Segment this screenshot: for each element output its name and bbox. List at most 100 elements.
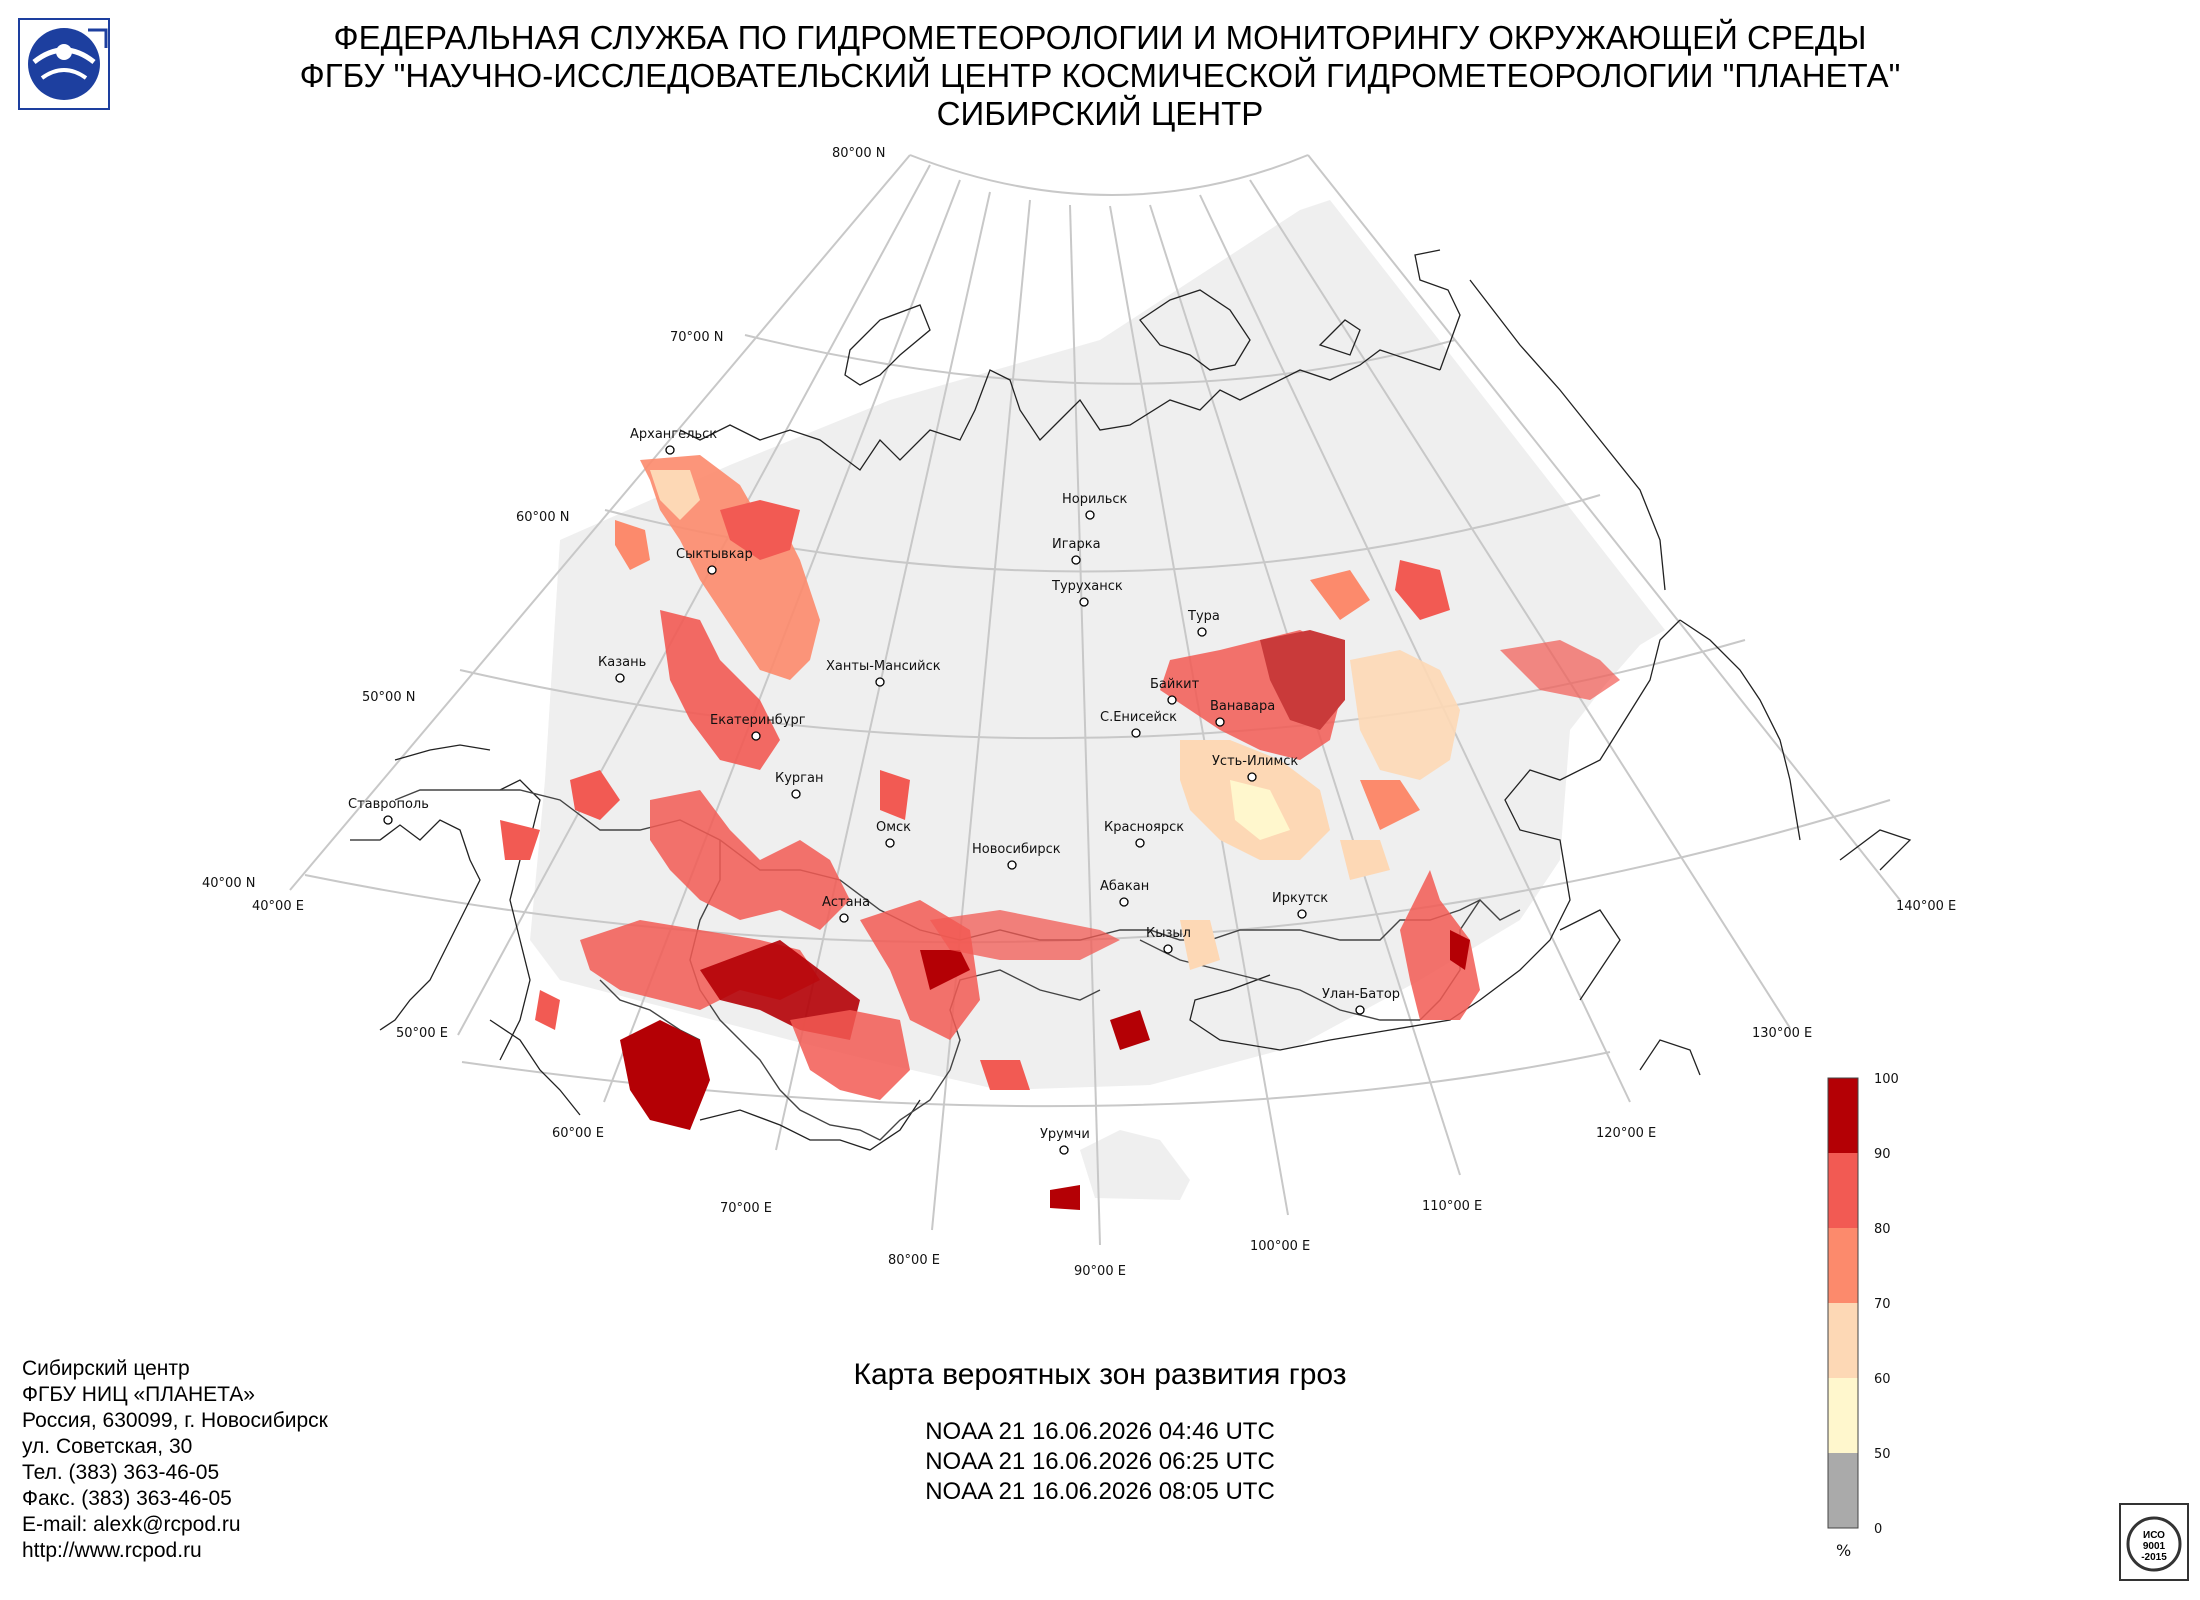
contact-line: Россия, 630099, г. Новосибирск [22, 1409, 328, 1432]
city-label: Красноярск [1104, 820, 1184, 835]
city-marker [1355, 1005, 1365, 1015]
lon-label: 140°00 E [1896, 899, 1956, 914]
city-label: Усть-Илимск [1212, 754, 1298, 769]
legend-tick: 60 [1874, 1372, 1891, 1387]
city-marker [1135, 838, 1145, 848]
city-marker [707, 565, 717, 575]
city-label: Тура [1187, 609, 1220, 624]
thunderstorm-map: Архангельск Сыктывкар Казань Ханты-Манси… [202, 146, 1956, 1279]
lat-label: 80°00 N [832, 146, 885, 161]
contact-email[interactable]: E-mail: alexk@rcpod.ru [22, 1513, 241, 1536]
city-marker [1215, 717, 1225, 727]
city-marker [1071, 555, 1081, 565]
city-label: Кызыл [1146, 926, 1191, 941]
lon-label: 60°00 E [552, 1126, 604, 1141]
legend-swatch [1828, 1378, 1858, 1453]
city-marker [383, 815, 393, 825]
lon-label: 110°00 E [1422, 1199, 1482, 1214]
city-marker [1007, 860, 1017, 870]
city-marker [1297, 909, 1307, 919]
lon-label: 50°00 E [396, 1026, 448, 1041]
planeta-logo [18, 18, 110, 110]
city-marker [1079, 597, 1089, 607]
legend-tick: 50 [1874, 1447, 1891, 1462]
city-marker [751, 731, 761, 741]
lon-label: 70°00 E [720, 1201, 772, 1216]
city-label: Байкит [1150, 677, 1200, 692]
city-marker [1197, 627, 1207, 637]
lon-label: 120°00 E [1596, 1126, 1656, 1141]
graticule-labels: 80°00 N 70°00 N 60°00 N 50°00 N 40°00 N … [202, 146, 1956, 1279]
legend-tick: 0 [1874, 1522, 1882, 1537]
contact-line: ул. Советская, 30 [22, 1435, 193, 1458]
pass-time: NOAA 21 16.06.2026 08:05 UTC [925, 1478, 1275, 1505]
lat-label: 60°00 N [516, 510, 569, 525]
city-label: Архангельск [630, 427, 717, 442]
city-marker [665, 445, 675, 455]
lat-label: 40°00 N [202, 876, 255, 891]
pass-time: NOAA 21 16.06.2026 04:46 UTC [925, 1418, 1275, 1445]
city-label: Новосибирск [972, 842, 1061, 857]
city-marker [1163, 944, 1173, 954]
header-line-1: ФЕДЕРАЛЬНАЯ СЛУЖБА ПО ГИДРОМЕТЕОРОЛОГИИ … [333, 19, 1867, 56]
map-title: Карта вероятных зон развития гроз [853, 1358, 1347, 1391]
legend-swatch [1828, 1153, 1858, 1228]
contact-website[interactable]: http://www.rcpod.ru [22, 1539, 202, 1562]
city-label: Ванавара [1210, 699, 1275, 714]
city-label: Игарка [1052, 537, 1101, 552]
contact-line: Тел. (383) 363-46-05 [22, 1461, 220, 1484]
city-marker [839, 913, 849, 923]
city-marker [1059, 1145, 1069, 1155]
lon-label: 80°00 E [888, 1253, 940, 1268]
legend-tick: 100 [1874, 1072, 1899, 1087]
lon-label: 90°00 E [1074, 1264, 1126, 1279]
iso-text: ИСО [2143, 1530, 2165, 1541]
city-marker [1131, 728, 1141, 738]
city-label: С.Енисейск [1100, 710, 1177, 725]
city-label: Норильск [1062, 492, 1128, 507]
city-marker [615, 673, 625, 683]
lat-label: 70°00 N [670, 330, 723, 345]
legend-tick: 70 [1874, 1297, 1891, 1312]
contact-line: Факс. (383) 363-46-05 [22, 1487, 232, 1510]
city-label: Ставрополь [348, 797, 429, 812]
lon-label: 130°00 E [1752, 1026, 1812, 1041]
lon-label: 40°00 E [252, 899, 304, 914]
city-label: Урумчи [1040, 1127, 1090, 1142]
header-line-3: СИБИРСКИЙ ЦЕНТР [936, 95, 1264, 132]
legend-swatch [1828, 1228, 1858, 1303]
city-label: Омск [876, 820, 911, 835]
city-marker [885, 838, 895, 848]
contact-line: Сибирский центр [22, 1357, 190, 1380]
iso-certification-mark: ИСО 9001 -2015 [2119, 1503, 2189, 1581]
city-label: Екатеринбург [710, 713, 806, 728]
legend-unit: % [1836, 1541, 1851, 1560]
city-label: Ханты-Мансийск [826, 659, 941, 674]
city-marker [1167, 695, 1177, 705]
city-label: Иркутск [1272, 891, 1328, 906]
pass-time: NOAA 21 16.06.2026 06:25 UTC [925, 1448, 1275, 1475]
city-marker [791, 789, 801, 799]
lon-label: 100°00 E [1250, 1239, 1310, 1254]
city-marker [1085, 510, 1095, 520]
legend-swatch [1828, 1078, 1858, 1153]
iso-text: 9001 [2143, 1541, 2166, 1552]
legend-tick: 90 [1874, 1147, 1891, 1162]
header-line-2: ФГБУ "НАУЧНО-ИССЛЕДОВАТЕЛЬСКИЙ ЦЕНТР КОС… [299, 57, 1901, 94]
city-marker [875, 677, 885, 687]
iso-text: -2015 [2141, 1552, 2167, 1563]
city-label: Курган [775, 771, 823, 786]
city-marker [1247, 772, 1257, 782]
legend-swatch [1828, 1453, 1858, 1528]
city-label: Улан-Батор [1322, 987, 1400, 1002]
legend-tick: 80 [1874, 1222, 1891, 1237]
lat-label: 50°00 N [362, 690, 415, 705]
city-label: Сыктывкар [676, 547, 753, 562]
contact-block: Сибирский центр ФГБУ НИЦ «ПЛАНЕТА» Росси… [22, 1356, 328, 1564]
city-label: Абакан [1100, 879, 1149, 894]
city-label: Астана [822, 895, 870, 910]
probability-legend: 100 90 80 70 60 50 0 % [1827, 1072, 1899, 1560]
coastlines [350, 249, 1912, 1151]
city-label: Туруханск [1051, 579, 1123, 594]
city-marker [1119, 897, 1129, 907]
